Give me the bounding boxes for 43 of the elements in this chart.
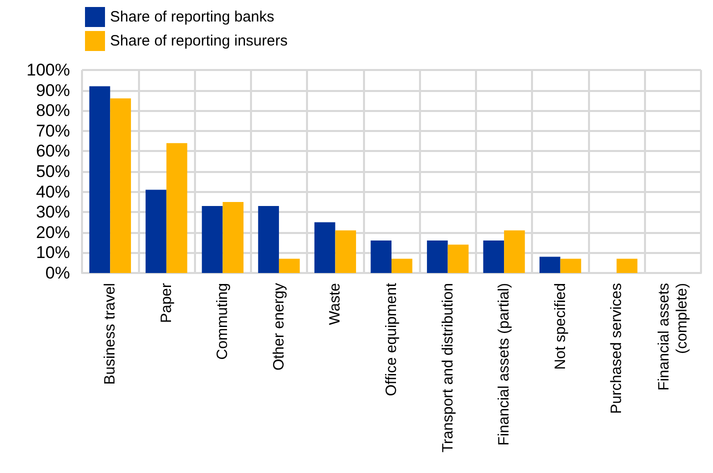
bar <box>110 98 131 273</box>
y-tick-label: 10% <box>36 243 70 262</box>
bar <box>616 258 638 273</box>
x-tick-label: Financial assets (complete) <box>655 283 690 391</box>
bar <box>448 244 469 273</box>
x-tick-label: Business travel <box>102 283 119 385</box>
bar <box>539 256 560 273</box>
bar <box>392 258 412 273</box>
y-tick-label: 100% <box>26 60 70 80</box>
x-tick-label: Paper <box>158 283 175 324</box>
bar <box>560 258 582 273</box>
bar <box>222 202 244 273</box>
x-tick-label: Purchased services <box>608 283 626 414</box>
legend-label: Share of reporting insurers <box>110 32 288 50</box>
legend-label: Share of reporting banks <box>110 8 274 26</box>
bar <box>504 230 525 273</box>
y-tick-label: 60% <box>36 142 70 161</box>
x-tick-label: Waste <box>326 283 344 325</box>
x-tick-label: Commuting <box>214 283 232 360</box>
x-tick-label: Financial assets (partial) <box>496 282 513 446</box>
bar <box>426 240 448 273</box>
y-tick-label: 70% <box>36 121 70 140</box>
bar <box>89 86 110 273</box>
bar <box>146 190 166 273</box>
y-tick-label: 0% <box>45 264 70 282</box>
x-tick-label: Office equipment <box>383 282 400 396</box>
bar <box>314 222 336 273</box>
bar <box>370 240 392 273</box>
x-tick-label: Other energy <box>270 282 288 371</box>
x-tick-label: Transport and distribution <box>439 283 456 453</box>
bar <box>202 206 223 273</box>
bar <box>483 240 504 273</box>
bar <box>335 230 356 273</box>
y-tick-label: 20% <box>36 222 70 242</box>
y-tick-label: 50% <box>36 162 70 181</box>
bar <box>278 258 300 273</box>
bar <box>258 206 279 273</box>
x-tick-label: Not specified <box>552 283 569 370</box>
bar <box>166 143 188 273</box>
y-tick-label: 40% <box>36 182 70 202</box>
y-tick-label: 90% <box>36 80 70 100</box>
y-tick-label: 30% <box>36 202 70 222</box>
y-tick-label: 80% <box>36 101 70 120</box>
